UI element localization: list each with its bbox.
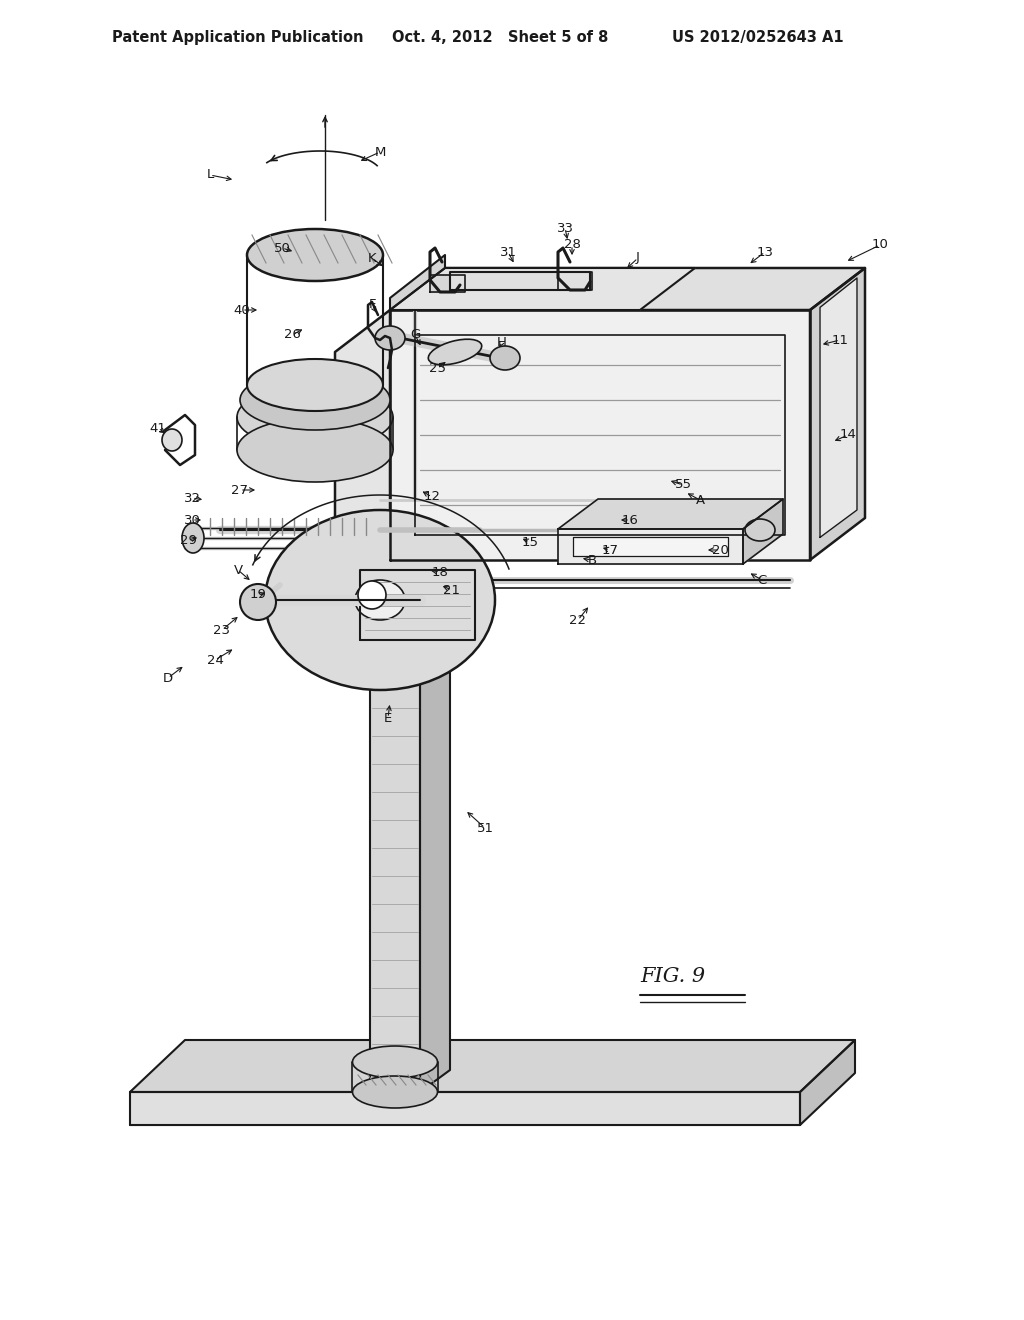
Ellipse shape bbox=[352, 1045, 437, 1078]
Ellipse shape bbox=[240, 370, 390, 430]
Text: 10: 10 bbox=[871, 239, 889, 252]
Ellipse shape bbox=[745, 519, 775, 541]
Text: 31: 31 bbox=[500, 246, 516, 259]
Text: 26: 26 bbox=[284, 329, 300, 342]
Polygon shape bbox=[558, 272, 592, 290]
Text: 17: 17 bbox=[601, 544, 618, 557]
Polygon shape bbox=[370, 570, 420, 1092]
Text: V: V bbox=[233, 564, 243, 577]
Ellipse shape bbox=[247, 359, 383, 411]
Text: K: K bbox=[368, 252, 376, 264]
Text: 19: 19 bbox=[250, 589, 266, 602]
Text: 41: 41 bbox=[150, 421, 167, 434]
Text: 15: 15 bbox=[521, 536, 539, 549]
Ellipse shape bbox=[428, 339, 481, 364]
Text: F: F bbox=[369, 298, 376, 312]
Polygon shape bbox=[573, 537, 728, 556]
Text: 13: 13 bbox=[757, 246, 773, 259]
Text: 40: 40 bbox=[233, 304, 251, 317]
Polygon shape bbox=[430, 275, 465, 292]
Text: 32: 32 bbox=[183, 491, 201, 504]
Text: 20: 20 bbox=[712, 544, 728, 557]
Text: Oct. 4, 2012   Sheet 5 of 8: Oct. 4, 2012 Sheet 5 of 8 bbox=[392, 30, 608, 45]
Ellipse shape bbox=[355, 579, 406, 620]
Text: A: A bbox=[695, 494, 705, 507]
Polygon shape bbox=[335, 310, 390, 602]
Ellipse shape bbox=[265, 510, 495, 690]
Polygon shape bbox=[370, 548, 450, 570]
Text: H: H bbox=[497, 335, 507, 348]
Text: D: D bbox=[163, 672, 173, 685]
Polygon shape bbox=[390, 255, 445, 310]
Text: 11: 11 bbox=[831, 334, 849, 346]
Polygon shape bbox=[390, 268, 865, 310]
Polygon shape bbox=[390, 310, 810, 560]
Ellipse shape bbox=[247, 228, 383, 281]
Polygon shape bbox=[360, 570, 475, 640]
Polygon shape bbox=[800, 1040, 855, 1125]
Ellipse shape bbox=[237, 385, 393, 449]
Polygon shape bbox=[450, 272, 590, 290]
Text: 24: 24 bbox=[207, 653, 223, 667]
Text: 27: 27 bbox=[231, 483, 249, 496]
Ellipse shape bbox=[182, 523, 204, 553]
Text: 30: 30 bbox=[183, 513, 201, 527]
Text: C: C bbox=[758, 573, 767, 586]
Circle shape bbox=[358, 581, 386, 609]
Ellipse shape bbox=[375, 326, 406, 350]
Text: 50: 50 bbox=[273, 242, 291, 255]
Text: 16: 16 bbox=[622, 513, 638, 527]
Text: 55: 55 bbox=[675, 479, 691, 491]
Text: J: J bbox=[636, 252, 640, 264]
Text: M: M bbox=[375, 145, 386, 158]
Text: 25: 25 bbox=[429, 362, 446, 375]
Text: US 2012/0252643 A1: US 2012/0252643 A1 bbox=[672, 30, 844, 45]
Text: L: L bbox=[207, 169, 214, 181]
Text: 33: 33 bbox=[556, 222, 573, 235]
Text: 51: 51 bbox=[476, 821, 494, 834]
Text: E: E bbox=[384, 711, 392, 725]
Text: 21: 21 bbox=[443, 583, 461, 597]
Text: 28: 28 bbox=[563, 239, 581, 252]
Polygon shape bbox=[558, 529, 743, 564]
Text: 18: 18 bbox=[431, 565, 449, 578]
Text: 12: 12 bbox=[424, 491, 440, 503]
Polygon shape bbox=[820, 279, 857, 537]
Ellipse shape bbox=[490, 346, 520, 370]
Polygon shape bbox=[743, 499, 783, 564]
Text: B: B bbox=[588, 553, 597, 566]
Polygon shape bbox=[130, 1092, 800, 1125]
Text: 14: 14 bbox=[840, 429, 856, 441]
Polygon shape bbox=[390, 268, 695, 310]
Polygon shape bbox=[558, 499, 783, 529]
Polygon shape bbox=[130, 1040, 855, 1092]
Text: G: G bbox=[410, 329, 420, 342]
Ellipse shape bbox=[352, 1076, 437, 1107]
Ellipse shape bbox=[237, 418, 393, 482]
Circle shape bbox=[240, 583, 276, 620]
Text: 22: 22 bbox=[569, 614, 587, 627]
Text: Patent Application Publication: Patent Application Publication bbox=[112, 30, 364, 45]
Polygon shape bbox=[420, 548, 450, 1092]
Text: FIG. 9: FIG. 9 bbox=[640, 968, 706, 986]
Ellipse shape bbox=[162, 429, 182, 451]
Polygon shape bbox=[810, 268, 865, 560]
Text: 29: 29 bbox=[179, 533, 197, 546]
Text: 23: 23 bbox=[213, 623, 230, 636]
